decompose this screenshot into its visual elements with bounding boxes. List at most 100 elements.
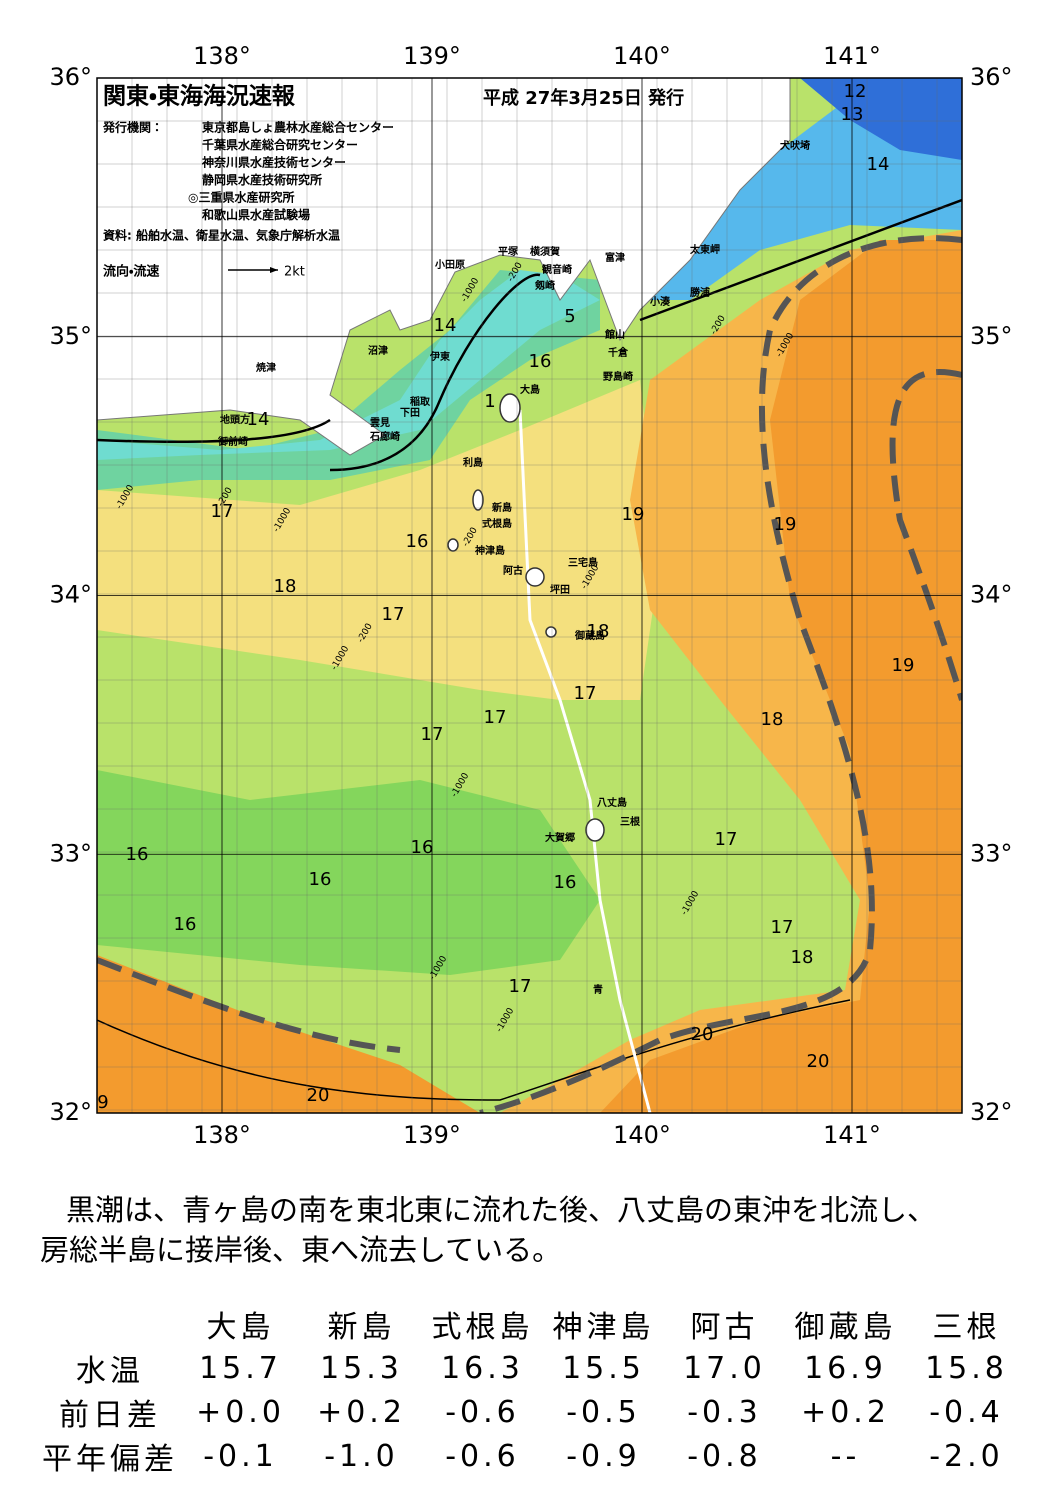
table-cell: +0.2: [801, 1394, 890, 1430]
kuroshio-axis: [479, 235, 962, 1113]
place-name: 式根島: [482, 517, 512, 530]
legend-arrowhead: [270, 267, 278, 273]
temperature-label: 16: [554, 872, 577, 893]
table-cell: 16.9: [804, 1350, 887, 1386]
lon-label: 138°: [193, 1121, 251, 1149]
place-name: 阿古: [503, 564, 523, 577]
place-name: 小田原: [434, 258, 465, 271]
place-name: 富津: [605, 251, 625, 264]
table-cell: -0.6: [445, 1438, 520, 1474]
place-name: 新島: [491, 501, 512, 514]
temperature-label: 14: [434, 315, 457, 336]
temperature-label: 5: [564, 306, 575, 327]
table-corner: [40, 1302, 180, 1346]
temperature-label: 14: [867, 154, 890, 175]
table-cell: +0.0: [196, 1394, 285, 1430]
place-name: 神津島: [474, 544, 505, 557]
table-cell: -0.1: [203, 1438, 278, 1474]
island: [545, 626, 557, 638]
place-name: 伊東: [429, 350, 450, 363]
map: 関東・東海海況速報 平成 27年3月25日 発行 発行機関： 資料: 船舶水温、…: [49, 42, 1013, 1149]
place-name: 三根: [620, 815, 641, 828]
contour-line: [97, 273, 541, 472]
temperature-label: 16: [309, 869, 332, 890]
temperature-label: 9: [97, 1092, 108, 1113]
cool-water-south: [97, 770, 600, 975]
lat-label: 32°: [970, 1098, 1013, 1126]
lon-label: 141°: [823, 1121, 881, 1149]
column-header: 御蔵島: [794, 1310, 897, 1345]
temperature-label: 14: [247, 409, 270, 430]
data-source: 資料: 船舶水温、衛星水温、気象庁解析水温: [103, 228, 340, 243]
place-name: 勝浦: [690, 286, 710, 299]
temperature-label: 20: [307, 1085, 330, 1106]
temperature-label: 20: [807, 1051, 830, 1072]
place-name: 大賀郷: [545, 831, 575, 844]
lat-label: 36°: [970, 63, 1013, 91]
column-header: 式根島: [431, 1310, 534, 1345]
table-cell: 15.5: [562, 1350, 645, 1386]
temperature-label: 17: [509, 976, 532, 997]
place-name: 地頭方: [220, 413, 250, 426]
island: [472, 489, 484, 511]
temperature-label: 17: [574, 683, 597, 704]
table-cell: --: [830, 1438, 861, 1474]
table-cell: 17.0: [683, 1350, 766, 1386]
table-cell: -0.3: [687, 1394, 762, 1430]
row-header: 水温: [76, 1354, 144, 1389]
temperature-label: 19: [774, 514, 797, 535]
temperature-label: 18: [587, 621, 610, 642]
temperature-label: 16: [174, 914, 197, 935]
contour-line: [639, 198, 962, 322]
land: [97, 78, 791, 456]
place-name: 青: [593, 983, 603, 996]
temperature-label: 1: [484, 391, 495, 412]
lat-label: 35°: [49, 322, 92, 350]
publisher-label: 発行機関：: [102, 120, 163, 135]
place-name: 沼津: [368, 344, 388, 357]
observation-table: 大島 新島 式根島 神津島 阿古 御蔵島 三根 水温 15.7 15.3 16.3 15.5 17.0 1…: [40, 1302, 1027, 1478]
table-cell: +0.2: [317, 1394, 406, 1430]
column-header: 新島: [327, 1310, 396, 1345]
temperature-label: 17: [771, 917, 794, 938]
lat-label: 36°: [49, 63, 92, 91]
temperature-label: 12: [844, 81, 867, 102]
place-name: 小湊: [649, 295, 671, 308]
islands: [447, 393, 605, 842]
table-cell: -2.0: [929, 1438, 1004, 1474]
temperature-label: 17: [421, 724, 444, 745]
temperature-label: 17: [484, 707, 507, 728]
table-cell: -0.8: [687, 1438, 762, 1474]
publisher: 静岡県水産技術研究所: [202, 172, 322, 187]
ship-track: [518, 409, 652, 1113]
place-name: 千倉: [608, 346, 629, 359]
place-name: 下田: [400, 407, 420, 419]
temperature-label: 16: [529, 351, 552, 372]
kuroshio-axis: [97, 957, 401, 1053]
temperature-label: 17: [382, 604, 405, 625]
row-header: 平年偏差: [42, 1442, 178, 1477]
temperature-label: 18: [791, 947, 814, 968]
table-row: 平年偏差 -0.1 -1.0 -0.6 -0.9 -0.8 -- -2.0: [40, 1434, 1027, 1478]
temperature-label: 16: [406, 531, 429, 552]
lon-label: 139°: [403, 1121, 461, 1149]
island: [525, 567, 545, 587]
temperature-label: 18: [761, 709, 784, 730]
place-name: 館山: [604, 328, 625, 341]
temperature-label: 17: [715, 829, 738, 850]
lon-label: 140°: [613, 42, 671, 70]
table-cell: -0.6: [445, 1394, 520, 1430]
place-name: 野島崎: [603, 370, 633, 383]
place-name: 石廊崎: [369, 430, 400, 443]
lon-label: 138°: [193, 42, 251, 70]
warm-water: [97, 380, 660, 700]
temperature-label: 16: [411, 837, 434, 858]
table-row: 水温 15.7 15.3 16.3 15.5 17.0 16.9 15.8: [40, 1346, 1027, 1390]
lat-label: 35°: [970, 322, 1013, 350]
lon-label: 140°: [613, 1121, 671, 1149]
island: [585, 818, 605, 842]
column-header: 阿古: [690, 1310, 759, 1345]
place-name: 稲取: [410, 395, 431, 408]
place-name: 観音崎: [542, 263, 572, 276]
